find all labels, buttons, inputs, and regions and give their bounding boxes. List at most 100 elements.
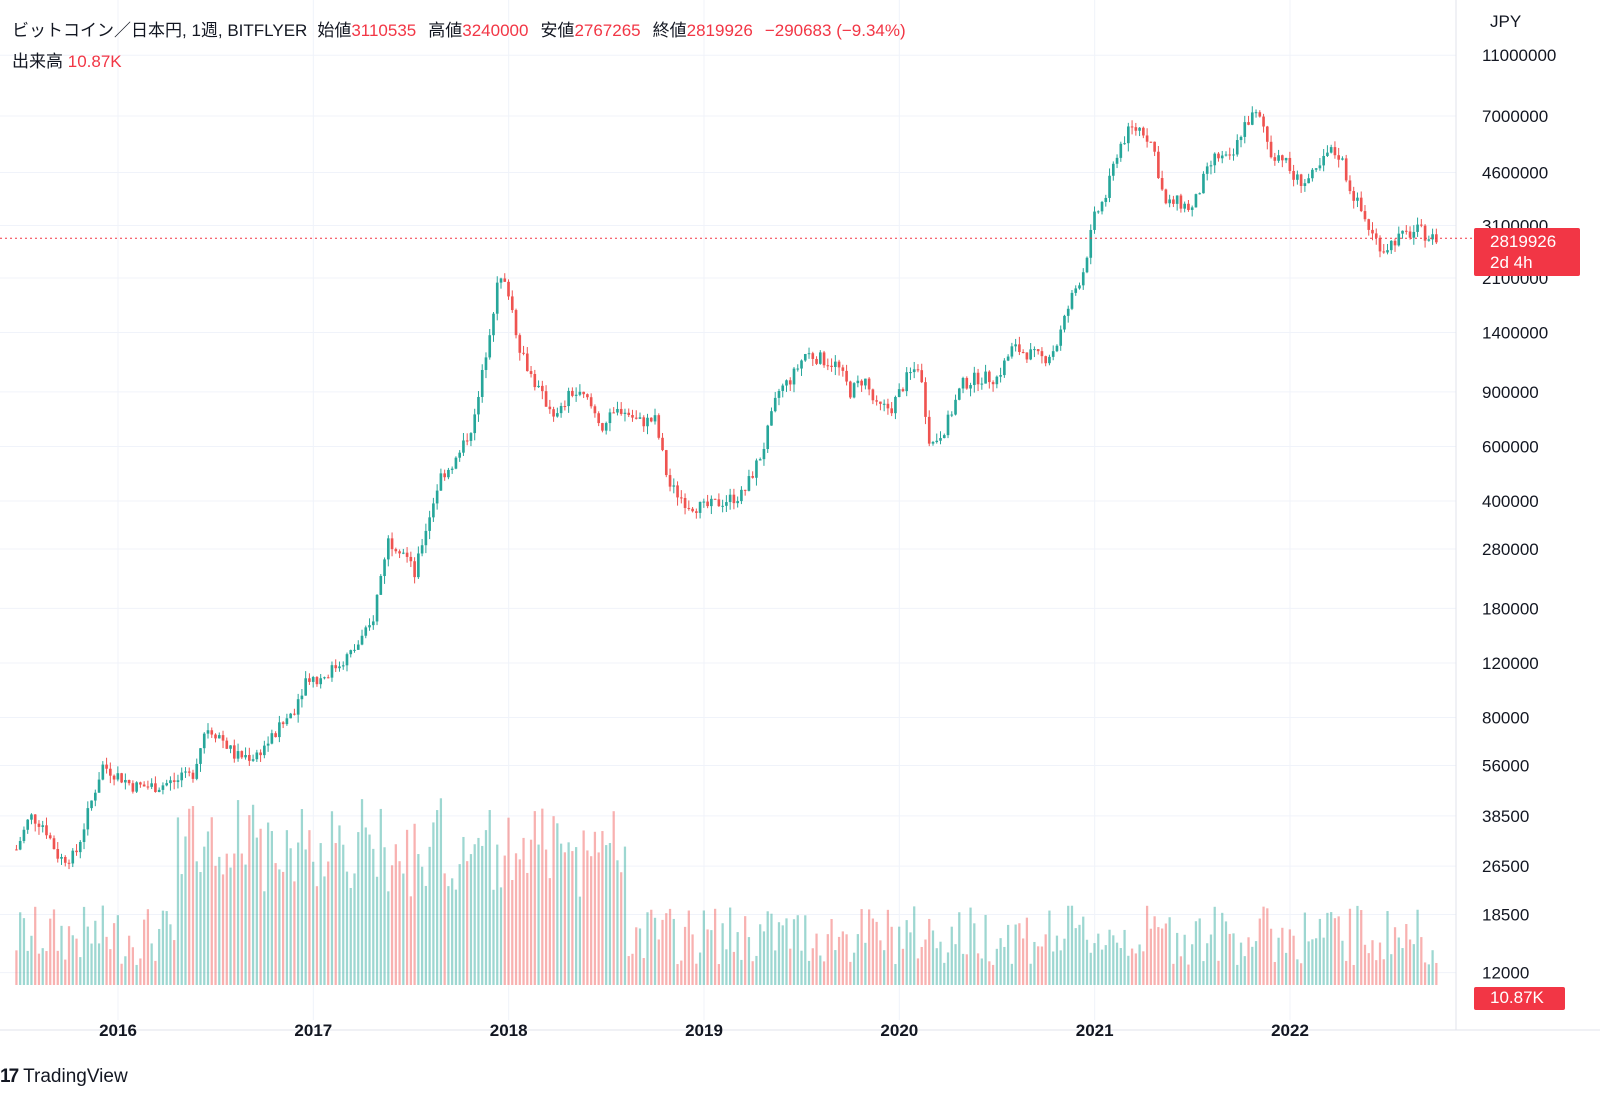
volume-bar [499, 887, 503, 985]
candle-body [544, 391, 548, 407]
tradingview-brand[interactable]: 17 TradingView [0, 1066, 128, 1088]
candle-body [672, 485, 676, 487]
volume-bar [454, 889, 458, 985]
candle-body [830, 365, 833, 367]
volume-bar [342, 844, 345, 985]
volume-bar [1018, 923, 1021, 985]
candle-body [939, 438, 942, 441]
volume-bar [409, 896, 412, 985]
volume-bar [270, 831, 273, 985]
candle-body [450, 468, 454, 470]
open-label: 始値 [317, 21, 352, 40]
candle-body [1348, 180, 1352, 192]
volume-bar [969, 907, 972, 985]
candle-body [1172, 199, 1175, 204]
candle-body [1183, 203, 1186, 209]
volume-bar [597, 852, 600, 985]
candle-body [112, 775, 116, 780]
candle-body [135, 782, 138, 792]
candle-body [52, 838, 56, 850]
price-tick-label: 7000000 [1482, 107, 1548, 126]
currency-label[interactable]: JPY [1490, 12, 1522, 31]
volume-bar [131, 947, 135, 985]
volume-bar [1378, 942, 1382, 985]
candle-body [1059, 329, 1063, 346]
volume-bar [774, 950, 777, 985]
candle-body [901, 389, 905, 392]
candle-body [1100, 201, 1104, 212]
candle-body [803, 354, 807, 361]
candle-body [116, 773, 120, 780]
candle-body [232, 745, 236, 759]
volume-bar [526, 872, 529, 985]
volume-bar [60, 925, 63, 985]
volume-bar [432, 822, 435, 985]
volume-bar [180, 874, 183, 985]
volume-bar [372, 848, 375, 985]
volume-bar [804, 915, 807, 985]
candle-body [1299, 174, 1303, 186]
volume-bar [875, 921, 878, 985]
candle-body [1243, 122, 1247, 137]
volume-bar [830, 919, 833, 985]
volume-bar [544, 849, 548, 985]
volume-bar [995, 948, 998, 985]
candle-body [1168, 199, 1171, 204]
candle-body [894, 397, 897, 414]
candle-body [1202, 173, 1205, 194]
volume-bar [1371, 940, 1374, 985]
candle-body [244, 755, 247, 758]
candle-body [1085, 257, 1089, 273]
volume-bar [1119, 948, 1122, 985]
symbol-title[interactable]: ビットコイン／日本円, 1週, BITFLYER [12, 21, 308, 40]
volume-bar [150, 943, 153, 985]
candle-body [364, 627, 368, 636]
candle-body [172, 780, 176, 782]
price-tick-label: 600000 [1482, 437, 1539, 456]
price-tick-label: 900000 [1482, 383, 1539, 402]
candle-body [751, 476, 754, 478]
candle-body [1220, 155, 1224, 159]
candle-body [161, 785, 165, 790]
candle-body [578, 391, 582, 395]
volume-bar [492, 889, 495, 985]
candle-body [815, 358, 818, 364]
candle-body [638, 417, 642, 419]
volume-bar [1322, 937, 1325, 985]
volume-bar [357, 832, 360, 985]
candle-body [743, 489, 747, 491]
volume-bar [511, 880, 514, 985]
volume-bar [529, 839, 533, 985]
volume-bar [755, 955, 758, 985]
volume-bar [1010, 963, 1014, 985]
volume-bar [1115, 942, 1119, 985]
candle-body [668, 475, 672, 487]
volume-bar [680, 960, 683, 985]
price-tick-label: 400000 [1482, 492, 1539, 511]
candle-body [248, 755, 251, 761]
candle-body [537, 385, 540, 388]
candle-body [319, 678, 323, 685]
candle-body [101, 764, 105, 780]
volume-bar [1262, 906, 1265, 985]
volume-bar [1390, 954, 1393, 985]
volume-bar [650, 909, 653, 985]
volume-bar [1281, 927, 1284, 985]
candle-body [792, 368, 796, 385]
volume-bar [890, 926, 893, 985]
candle-body [1205, 166, 1209, 174]
candle-body [315, 677, 319, 685]
volume-bar [394, 844, 397, 985]
candle-body [150, 783, 153, 787]
candle-body [927, 416, 931, 444]
candle-body [1040, 351, 1044, 357]
volume-bar [988, 961, 991, 985]
candle-body [864, 378, 867, 386]
volume-bar [375, 876, 379, 985]
volume-bar [1412, 944, 1415, 985]
candle-body [191, 772, 195, 779]
candle-body [180, 772, 184, 781]
volume-bar [905, 920, 908, 985]
volume-bar [146, 909, 150, 985]
